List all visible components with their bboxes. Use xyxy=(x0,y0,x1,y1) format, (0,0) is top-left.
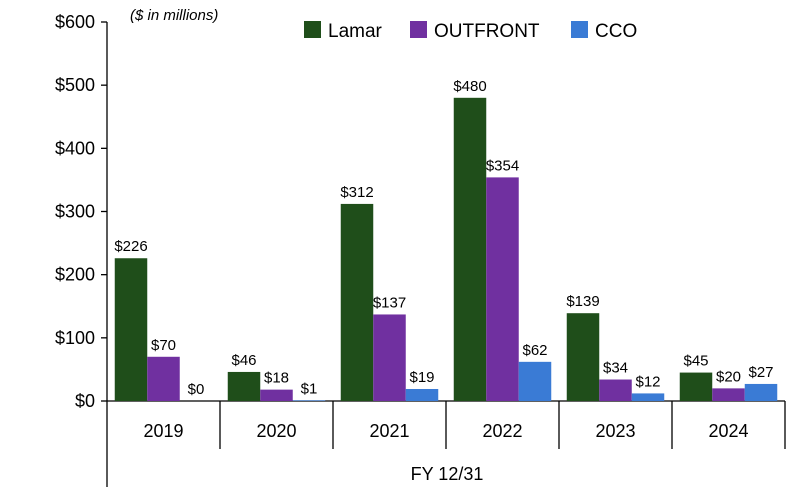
data-labels: $226 $46 $312 $480 $139 $45 $70 $18 $137 $354 $34 $… xyxy=(114,78,773,398)
data-label: $139 xyxy=(566,293,599,310)
x-axis: 2019 2020 2021 2022 2023 2024 xyxy=(106,400,786,487)
x-tick-label: 2019 xyxy=(143,421,183,441)
bar-outfront xyxy=(712,388,745,401)
x-tick-label: 2022 xyxy=(482,421,522,441)
x-tick-label: 2020 xyxy=(256,421,296,441)
y-tick-label: $0 xyxy=(75,391,95,411)
data-label: $27 xyxy=(748,364,773,381)
unit-note: ($ in millions) xyxy=(130,7,218,24)
legend-swatch-outfront xyxy=(410,21,427,38)
data-label: $62 xyxy=(522,342,547,359)
bar-lamar xyxy=(227,371,261,401)
x-tick-label: 2021 xyxy=(369,421,409,441)
y-tick-label: $300 xyxy=(55,202,95,222)
bar-outfront xyxy=(260,389,293,401)
data-label: $45 xyxy=(683,353,708,370)
bar-outfront xyxy=(147,356,180,401)
data-label: $19 xyxy=(409,369,434,386)
data-label: $312 xyxy=(340,184,373,201)
legend-swatch-lamar xyxy=(304,21,321,38)
x-axis-title: FY 12/31 xyxy=(411,464,484,484)
data-label: $12 xyxy=(635,373,660,390)
bar-cco xyxy=(518,361,552,401)
y-tick-label: $200 xyxy=(55,265,95,285)
data-label: $137 xyxy=(373,294,406,311)
data-label: $34 xyxy=(603,360,628,377)
bar-lamar xyxy=(453,97,487,402)
data-label: $18 xyxy=(264,370,289,387)
bar-outfront xyxy=(599,379,632,401)
bar-cco xyxy=(631,393,665,401)
bar-outfront xyxy=(373,314,406,401)
y-tick-label: $100 xyxy=(55,328,95,348)
data-label: $0 xyxy=(188,381,205,398)
bar-lamar xyxy=(566,313,600,401)
bar-lamar xyxy=(340,203,374,401)
data-label: $226 xyxy=(114,238,147,255)
bars xyxy=(114,97,778,402)
x-tick-label: 2024 xyxy=(708,421,748,441)
y-tick-label: $600 xyxy=(55,12,95,32)
legend-label-cco: CCO xyxy=(595,21,637,42)
bar-lamar xyxy=(114,258,148,401)
bar-cco xyxy=(292,400,326,401)
bar-cco xyxy=(744,383,778,401)
y-tick-label: $400 xyxy=(55,138,95,158)
y-axis: $0 $100 $200 $300 $400 $500 $600 xyxy=(55,12,108,411)
bar-outfront xyxy=(486,177,519,401)
bar-cco xyxy=(405,388,439,401)
data-label: $354 xyxy=(486,157,519,174)
legend-label-outfront: OUTFRONT xyxy=(434,21,540,42)
data-label: $20 xyxy=(716,368,741,385)
bar-lamar xyxy=(679,372,713,401)
legend-swatch-cco xyxy=(571,21,588,38)
data-label: $70 xyxy=(151,337,176,354)
data-label: $46 xyxy=(231,352,256,369)
y-tick-label: $500 xyxy=(55,75,95,95)
legend: Lamar OUTFRONT CCO xyxy=(304,21,637,42)
legend-label-lamar: Lamar xyxy=(328,21,383,42)
x-tick-label: 2023 xyxy=(595,421,635,441)
data-label: $480 xyxy=(453,78,486,95)
data-label: $1 xyxy=(301,380,318,397)
